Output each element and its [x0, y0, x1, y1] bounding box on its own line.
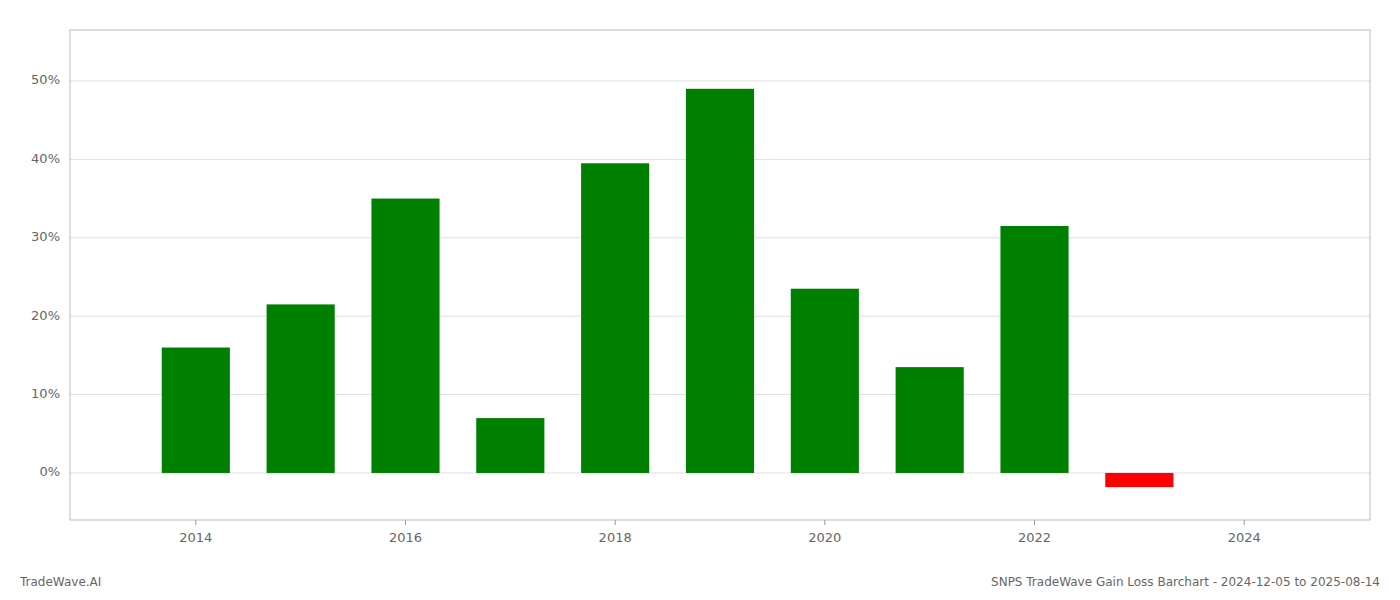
bar	[267, 304, 335, 473]
x-tick-label: 2022	[1018, 530, 1051, 545]
chart-svg: 0% 10% 20% 30% 40% 50% 2014 2016 2018 2020 2022 202…	[0, 0, 1400, 600]
x-tick	[824, 520, 825, 525]
x-tick-label: 2016	[389, 530, 422, 545]
y-tick-label: 10%	[31, 386, 60, 401]
x-tick-label: 2018	[599, 530, 632, 545]
y-tick-label: 20%	[31, 308, 60, 323]
y-tick-label: 0%	[39, 464, 60, 479]
bar	[1105, 473, 1173, 487]
footer-text: TradeWave.AI	[19, 575, 101, 589]
bar	[791, 289, 859, 473]
chart-container: 0% 10% 20% 30% 40% 50% 2014 2016 2018 2020 2022 202…	[0, 0, 1400, 600]
y-tick-label: 50%	[31, 72, 60, 87]
plot-frame	[70, 30, 1370, 520]
x-tick-label: 2020	[808, 530, 841, 545]
x-tick	[195, 520, 196, 525]
x-tick-label: 2014	[179, 530, 212, 545]
y-axis: 0% 10% 20% 30% 40% 50%	[31, 72, 60, 479]
bar	[371, 199, 439, 473]
x-tick	[405, 520, 406, 525]
y-tick-label: 40%	[31, 151, 60, 166]
title: SNPS TradeWave Gain Loss Barchart - 2024…	[991, 575, 1380, 589]
grid	[70, 81, 1370, 473]
x-tick	[615, 520, 616, 525]
grid-line	[70, 80, 1370, 81]
bar	[476, 418, 544, 473]
bar	[1000, 226, 1068, 473]
x-tick-label: 2024	[1228, 530, 1261, 545]
x-tick	[1034, 520, 1035, 525]
bars	[162, 89, 1174, 487]
bar	[581, 163, 649, 473]
bar	[686, 89, 754, 473]
y-tick-label: 30%	[31, 229, 60, 244]
bar	[896, 367, 964, 473]
x-tick	[1244, 520, 1245, 525]
x-axis: 2014 2016 2018 2020 2022 2024	[179, 520, 1260, 545]
bar	[162, 348, 230, 473]
